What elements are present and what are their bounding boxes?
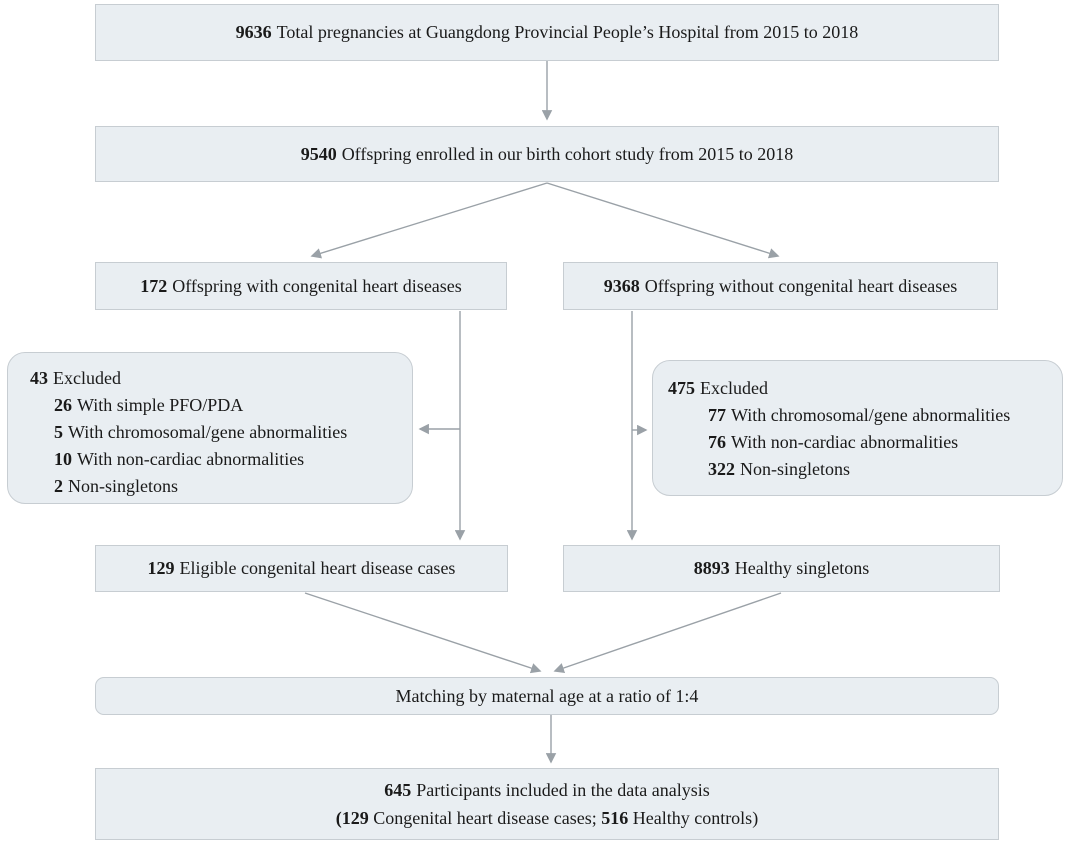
item-label: With chromosomal/gene abnormalities — [68, 422, 348, 442]
box-total-pregnancies: 9636 Total pregnancies at Guangdong Provi… — [95, 4, 999, 61]
arrow-healthy-to-matching — [553, 592, 782, 674]
arrow-eligible-to-matching — [304, 592, 542, 674]
item-count: 2 — [54, 476, 63, 496]
item-count: 5 — [54, 422, 63, 442]
matching-label: Matching by maternal age at a ratio of 1… — [395, 685, 699, 706]
exclusion-item: 2 Non-singletons — [30, 473, 402, 500]
item-label: Non-singletons — [740, 459, 850, 479]
healthy-label: Healthy singletons — [734, 558, 870, 579]
final-cases-label: Congenital heart disease cases; — [368, 808, 602, 828]
exclusion-item: 77 With chromosomal/gene abnormalities — [668, 402, 1054, 429]
box-text: 9636 Total pregnancies at Guangdong Provi… — [236, 20, 859, 44]
item-label: Non-singletons — [68, 476, 178, 496]
total-label: Total pregnancies at Guangdong Provincia… — [276, 22, 859, 43]
final-label: Participants included in the data analys… — [416, 780, 710, 800]
chd-label: Offspring with congenital heart diseases — [172, 275, 462, 296]
item-label: With non-cardiac abnormalities — [731, 432, 959, 452]
exclusion-title: 475 Excluded — [668, 375, 1054, 402]
non-chd-count: 9368 — [603, 275, 640, 296]
total-count: 9636 — [235, 22, 272, 43]
item-count: 77 — [708, 405, 726, 425]
item-label: With chromosomal/gene abnormalities — [731, 405, 1011, 425]
final-line-1: 645 Participants included in the data ana… — [384, 776, 709, 804]
box-healthy-singletons: 8893 Healthy singletons — [563, 545, 1000, 592]
final-cases-count: (129 — [335, 808, 369, 828]
exclusion-item: 10 With non-cardiac abnormalities — [30, 446, 402, 473]
exclusion-item: 322 Non-singletons — [668, 456, 1054, 483]
final-line-2: (129 Congenital heart disease cases; 516… — [336, 804, 758, 832]
box-non-chd-offspring: 9368 Offspring without congenital heart d… — [563, 262, 998, 310]
excluded-left-label: Excluded — [53, 368, 121, 388]
item-label: With non-cardiac abnormalities — [77, 449, 305, 469]
box-text: 9368 Offspring without congenital heart d… — [604, 274, 958, 298]
box-text: 9540 Offspring enrolled in our birth coho… — [301, 142, 794, 166]
box-excluded-chd: 43 Excluded 26 With simple PFO/PDA 5 With c… — [7, 352, 413, 504]
non-chd-label: Offspring without congenital heart disea… — [644, 275, 958, 296]
excluded-right-label: Excluded — [700, 378, 768, 398]
box-text: 172 Offspring with congenital heart disea… — [140, 274, 462, 298]
box-enrolled-offspring: 9540 Offspring enrolled in our birth coho… — [95, 126, 999, 182]
arrow-enrolled-to-chd — [310, 182, 548, 259]
item-count: 26 — [54, 395, 72, 415]
final-controls-label: Healthy controls) — [628, 808, 759, 828]
arrow-enrolled-to-nochd — [546, 182, 780, 259]
chd-count: 172 — [140, 275, 168, 296]
healthy-count: 8893 — [693, 558, 730, 579]
box-text: 129 Eligible congenital heart disease cas… — [148, 556, 456, 580]
box-chd-offspring: 172 Offspring with congenital heart disea… — [95, 262, 507, 310]
final-controls-count: 516 — [601, 808, 629, 828]
box-eligible-cases: 129 Eligible congenital heart disease cas… — [95, 545, 508, 592]
exclusion-item: 76 With non-cardiac abnormalities — [668, 429, 1054, 456]
box-excluded-non-chd: 475 Excluded 77 With chromosomal/gene abno… — [652, 360, 1063, 496]
enrolled-count: 9540 — [300, 143, 337, 164]
exclusion-title: 43 Excluded — [30, 365, 402, 392]
box-final-analysis: 645 Participants included in the data ana… — [95, 768, 999, 840]
excluded-right-count: 475 — [668, 378, 695, 398]
item-count: 76 — [708, 432, 726, 452]
exclusion-item: 26 With simple PFO/PDA — [30, 392, 402, 419]
exclusion-item: 5 With chromosomal/gene abnormalities — [30, 419, 402, 446]
box-text: 8893 Healthy singletons — [694, 556, 869, 580]
item-count: 322 — [708, 459, 735, 479]
enrolled-label: Offspring enrolled in our birth cohort s… — [341, 143, 794, 164]
eligible-label: Eligible congenital heart disease cases — [179, 558, 456, 579]
item-count: 10 — [54, 449, 72, 469]
item-label: With simple PFO/PDA — [77, 395, 244, 415]
excluded-left-count: 43 — [30, 368, 48, 388]
box-matching: Matching by maternal age at a ratio of 1… — [95, 677, 999, 715]
final-count: 645 — [384, 780, 412, 800]
eligible-count: 129 — [147, 558, 175, 579]
